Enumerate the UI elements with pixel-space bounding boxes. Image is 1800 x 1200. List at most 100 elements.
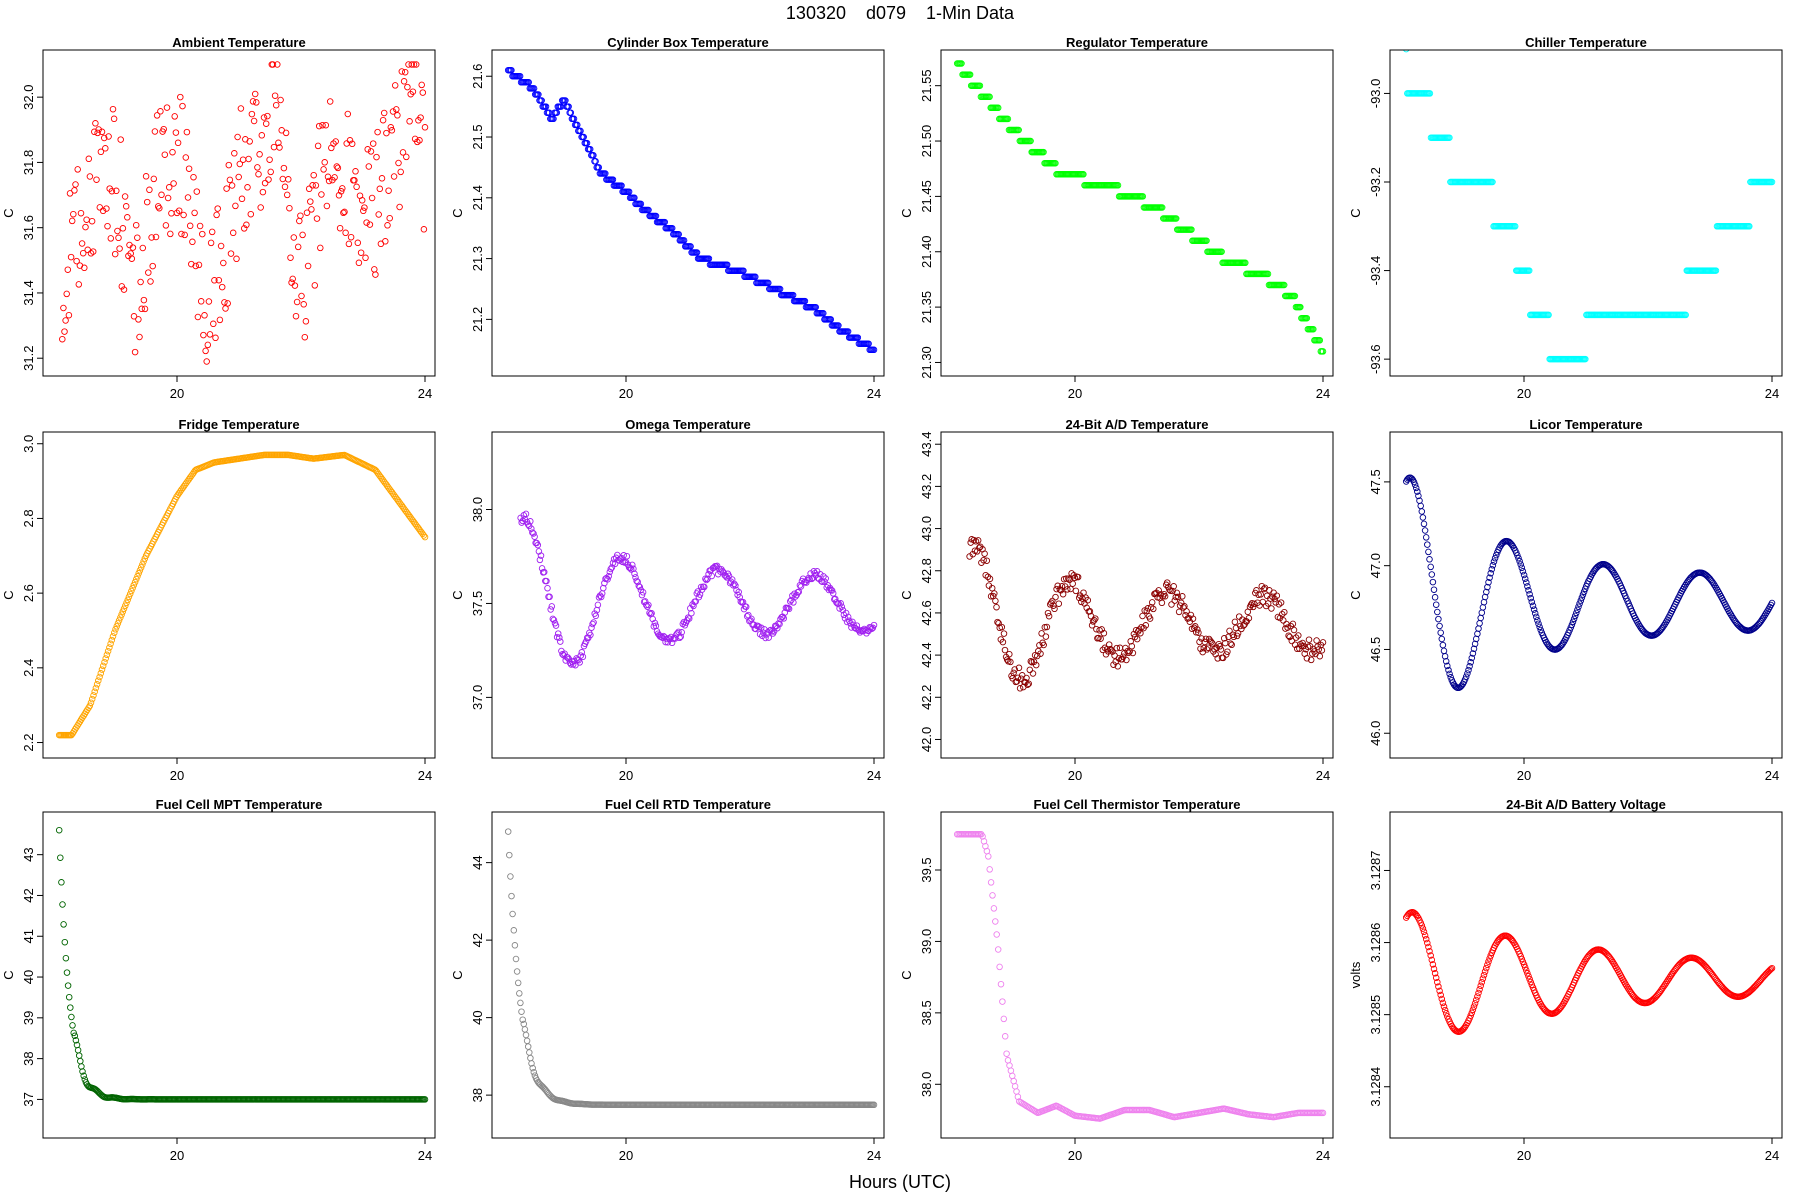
data-point bbox=[1004, 1057, 1012, 1064]
data-point bbox=[776, 285, 784, 293]
data-point bbox=[1559, 640, 1567, 647]
data-point bbox=[801, 297, 809, 305]
data-point bbox=[1243, 618, 1250, 625]
data-point bbox=[524, 1043, 532, 1050]
data-point bbox=[1508, 541, 1516, 548]
data-point bbox=[1042, 633, 1050, 640]
chart-panel-3: Regulator Temperature 21.30 21.35 21.40 21.4… bbox=[899, 35, 1334, 401]
y-tick-label: 31.2 bbox=[21, 346, 36, 371]
data-point bbox=[1299, 639, 1306, 647]
data-point bbox=[517, 999, 524, 1007]
data-point bbox=[141, 305, 149, 313]
x-tick-label: 20 bbox=[1517, 386, 1531, 401]
data-point bbox=[342, 229, 349, 237]
data-point bbox=[645, 206, 652, 214]
data-point bbox=[1080, 171, 1087, 178]
chart-title: 24-Bit A/D Temperature bbox=[1065, 417, 1208, 432]
data-point bbox=[86, 173, 94, 180]
data-point bbox=[309, 182, 316, 189]
data-point bbox=[262, 120, 270, 127]
data-point bbox=[678, 629, 685, 636]
data-point bbox=[305, 185, 313, 193]
data-point bbox=[1183, 608, 1190, 615]
data-point bbox=[1045, 612, 1053, 620]
data-point bbox=[1305, 636, 1313, 643]
data-point bbox=[631, 570, 638, 578]
data-point bbox=[239, 156, 247, 163]
data-point bbox=[177, 93, 184, 101]
data-point bbox=[1092, 615, 1099, 622]
data-point bbox=[577, 127, 584, 135]
data-point bbox=[67, 1004, 74, 1011]
data-point bbox=[83, 216, 90, 223]
data-point bbox=[530, 85, 538, 92]
data-point bbox=[1169, 587, 1176, 595]
data-point bbox=[1438, 995, 1446, 1003]
data-point bbox=[1237, 622, 1244, 630]
data-point bbox=[246, 138, 253, 145]
data-point bbox=[1131, 633, 1139, 641]
data-point bbox=[275, 139, 282, 147]
data-point bbox=[527, 518, 534, 525]
data-point bbox=[1748, 986, 1756, 993]
data-point bbox=[1515, 554, 1522, 562]
plot-frame bbox=[42, 811, 436, 1139]
data-point bbox=[100, 134, 108, 142]
data-point bbox=[1001, 646, 1009, 654]
data-point bbox=[592, 158, 599, 165]
data-point bbox=[129, 244, 137, 251]
data-point bbox=[1420, 928, 1428, 936]
data-point bbox=[1188, 226, 1195, 233]
data-point bbox=[629, 561, 636, 569]
data-point bbox=[530, 1068, 538, 1076]
data-point bbox=[523, 1037, 531, 1045]
data-point bbox=[1105, 641, 1113, 648]
x-tick-label: 24 bbox=[418, 1148, 432, 1163]
data-series bbox=[953, 831, 1327, 1122]
data-point bbox=[133, 575, 140, 583]
data-point bbox=[723, 261, 731, 268]
data-point bbox=[421, 533, 429, 541]
data-point bbox=[330, 140, 337, 147]
data-point bbox=[243, 221, 250, 229]
data-point bbox=[547, 606, 554, 613]
data-point bbox=[994, 946, 1002, 953]
data-point bbox=[776, 620, 783, 628]
data-point bbox=[1442, 1010, 1450, 1017]
data-point bbox=[546, 1091, 553, 1098]
data-point bbox=[85, 155, 93, 163]
data-point bbox=[1610, 570, 1618, 577]
data-point bbox=[509, 910, 516, 918]
data-point bbox=[1704, 573, 1711, 580]
data-point bbox=[292, 312, 300, 320]
data-point bbox=[351, 177, 358, 184]
data-point bbox=[1427, 563, 1434, 571]
data-point bbox=[1067, 585, 1074, 593]
data-point bbox=[1752, 624, 1759, 631]
data-point bbox=[849, 618, 856, 626]
data-point bbox=[1446, 670, 1453, 678]
data-point bbox=[86, 702, 94, 710]
data-point bbox=[346, 137, 354, 144]
data-point bbox=[1429, 961, 1437, 968]
data-point bbox=[1171, 597, 1179, 604]
data-point bbox=[354, 239, 362, 247]
data-point bbox=[1559, 1001, 1567, 1008]
data-point bbox=[153, 112, 161, 119]
data-point bbox=[72, 181, 79, 188]
y-tick-label: -93.6 bbox=[1368, 344, 1383, 374]
data-point bbox=[1768, 599, 1776, 607]
data-point bbox=[378, 175, 386, 182]
data-point bbox=[410, 61, 418, 68]
data-point bbox=[379, 116, 387, 124]
data-point bbox=[1319, 1109, 1327, 1117]
data-point bbox=[59, 901, 66, 908]
data-point bbox=[602, 170, 609, 177]
data-point bbox=[1486, 574, 1493, 581]
data-point bbox=[167, 230, 174, 238]
data-point bbox=[784, 604, 792, 612]
data-point bbox=[310, 171, 317, 179]
data-point bbox=[376, 185, 384, 193]
data-point bbox=[67, 253, 75, 261]
data-point bbox=[353, 183, 360, 191]
